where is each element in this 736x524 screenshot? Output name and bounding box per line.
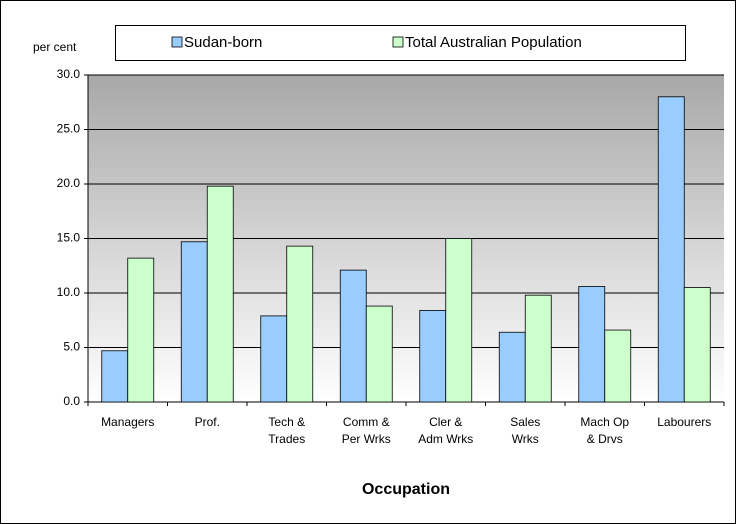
bar <box>445 238 473 403</box>
x-tick-label: Managers <box>101 415 154 429</box>
y-tick-label: 0.0 <box>63 394 80 408</box>
bar <box>498 331 526 403</box>
bar <box>180 241 208 403</box>
legend-swatch <box>171 36 183 48</box>
bar <box>524 294 552 403</box>
x-tick-label: Tech & <box>268 415 305 429</box>
y-tick-label: 10.0 <box>57 285 81 299</box>
legend-label: Total Australian Population <box>405 34 582 51</box>
x-tick-label: Prof. <box>195 415 220 429</box>
y-tick-label: 20.0 <box>57 176 81 190</box>
bar <box>419 310 447 403</box>
x-tick-label: Cler & <box>429 415 462 429</box>
x-axis-label: Occupation <box>362 481 450 498</box>
bar <box>578 286 606 403</box>
x-tick-label: Comm & <box>343 415 390 429</box>
bar <box>101 350 129 403</box>
y-axis-label: per cent <box>33 40 77 54</box>
legend-label: Sudan-born <box>184 34 262 51</box>
x-tick-label: & Drvs <box>587 432 623 446</box>
y-tick-label: 30.0 <box>57 67 81 81</box>
x-tick-label: Adm Wrks <box>418 432 473 446</box>
y-tick-label: 15.0 <box>57 231 81 245</box>
bar <box>127 257 155 403</box>
bar <box>657 96 685 403</box>
bar <box>286 245 314 403</box>
bar <box>604 329 632 403</box>
y-tick-label: 5.0 <box>63 340 80 354</box>
bar <box>339 269 367 403</box>
x-tick-label: Labourers <box>657 415 711 429</box>
x-tick-label: Wrks <box>512 432 539 446</box>
bar <box>206 185 234 403</box>
bar <box>260 315 288 403</box>
x-tick-label: Trades <box>268 432 305 446</box>
x-tick-label: Mach Op <box>580 415 629 429</box>
x-tick-label: Per Wrks <box>342 432 391 446</box>
y-tick-label: 25.0 <box>57 122 81 136</box>
bar <box>365 305 393 403</box>
legend-swatch <box>392 36 404 48</box>
bar <box>683 287 711 403</box>
x-tick-label: Sales <box>510 415 540 429</box>
